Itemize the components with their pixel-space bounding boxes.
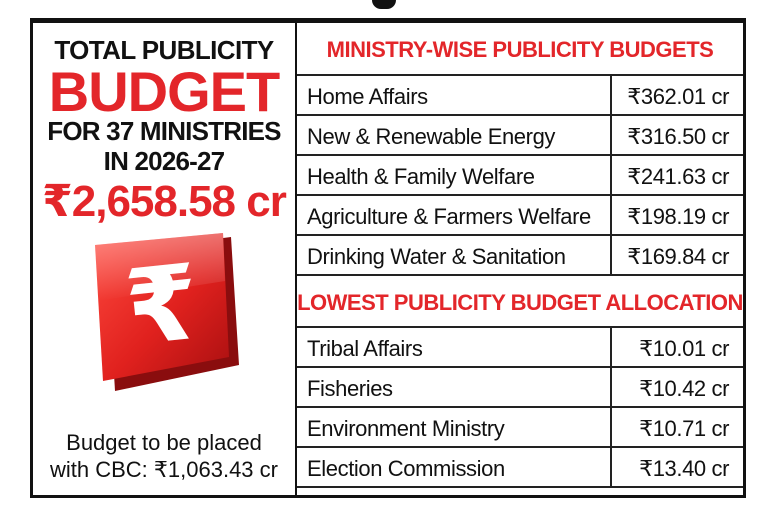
- lowest-allocation-title: LOWEST PUBLICITY BUDGET ALLOCATION: [297, 290, 743, 315]
- column-divider: [610, 448, 612, 486]
- budget-value: ₹10.01 cr: [639, 336, 729, 361]
- budget-heading: BUDGET: [48, 60, 280, 123]
- column-divider: [610, 236, 612, 274]
- table-row: Health & Family Welfare ₹241.63 cr: [297, 156, 743, 196]
- ministry-name: Tribal Affairs: [307, 336, 423, 361]
- cbc-note-line2: with CBC: ₹1,063.43 cr: [50, 457, 278, 482]
- ministries-count-label: FOR 37 MINISTRIES: [47, 116, 281, 146]
- table-row: Drinking Water & Sanitation ₹169.84 cr: [297, 236, 743, 276]
- table-row: Election Commission ₹13.40 cr: [297, 448, 743, 488]
- svg-text:₹: ₹: [120, 241, 205, 370]
- ministry-name: Health & Family Welfare: [307, 164, 535, 189]
- column-divider: [610, 116, 612, 154]
- budget-tables-panel: MINISTRY-WISE PUBLICITY BUDGETS Home Aff…: [297, 23, 743, 495]
- ministry-name: Home Affairs: [307, 84, 428, 109]
- budget-value: ₹169.84 cr: [627, 244, 729, 269]
- budget-value: ₹10.42 cr: [639, 376, 729, 401]
- lowest-allocation-table: Tribal Affairs ₹10.01 cr Fisheries ₹10.4…: [297, 326, 743, 488]
- ministry-name: Election Commission: [307, 456, 505, 481]
- total-budget-panel: TOTAL PUBLICITY BUDGET FOR 37 MINISTRIES…: [33, 23, 297, 495]
- budget-value: ₹241.63 cr: [627, 164, 729, 189]
- table-row: Environment Ministry ₹10.71 cr: [297, 408, 743, 448]
- ministry-wise-table: Home Affairs ₹362.01 cr New & Renewable …: [297, 74, 743, 276]
- ministry-name: Environment Ministry: [307, 416, 505, 441]
- ministry-name: New & Renewable Energy: [307, 124, 556, 149]
- ministry-name: Fisheries: [307, 376, 393, 401]
- ministry-name: Drinking Water & Sanitation: [307, 244, 566, 269]
- infographic-frame: TOTAL PUBLICITY BUDGET FOR 37 MINISTRIES…: [30, 18, 746, 498]
- table-row: New & Renewable Energy ₹316.50 cr: [297, 116, 743, 156]
- ministry-wise-title: MINISTRY-WISE PUBLICITY BUDGETS: [326, 37, 714, 62]
- total-budget-value: ₹2,658.58 cr: [42, 177, 287, 226]
- column-divider: [610, 196, 612, 234]
- table-row: Fisheries ₹10.42 cr: [297, 368, 743, 408]
- fiscal-year-label: IN 2026-27: [103, 146, 225, 176]
- rupee-icon: ₹: [81, 231, 245, 401]
- column-divider: [610, 368, 612, 406]
- table-row: Home Affairs ₹362.01 cr: [297, 76, 743, 116]
- ministry-name: Agriculture & Farmers Welfare: [307, 204, 591, 229]
- budget-value: ₹198.19 cr: [627, 204, 729, 229]
- cbc-note-line1: Budget to be placed: [66, 430, 262, 455]
- column-divider: [610, 156, 612, 194]
- budget-value: ₹316.50 cr: [627, 124, 729, 149]
- budget-value: ₹10.71 cr: [639, 416, 729, 441]
- column-divider: [610, 328, 612, 366]
- column-divider: [610, 408, 612, 446]
- budget-value: ₹13.40 cr: [639, 456, 729, 481]
- table-row: Agriculture & Farmers Welfare ₹198.19 cr: [297, 196, 743, 236]
- table-row: Tribal Affairs ₹10.01 cr: [297, 328, 743, 368]
- budget-value: ₹362.01 cr: [627, 84, 729, 109]
- top-decoration: [372, 0, 396, 9]
- total-publicity-label: TOTAL PUBLICITY: [54, 35, 274, 65]
- column-divider: [610, 76, 612, 114]
